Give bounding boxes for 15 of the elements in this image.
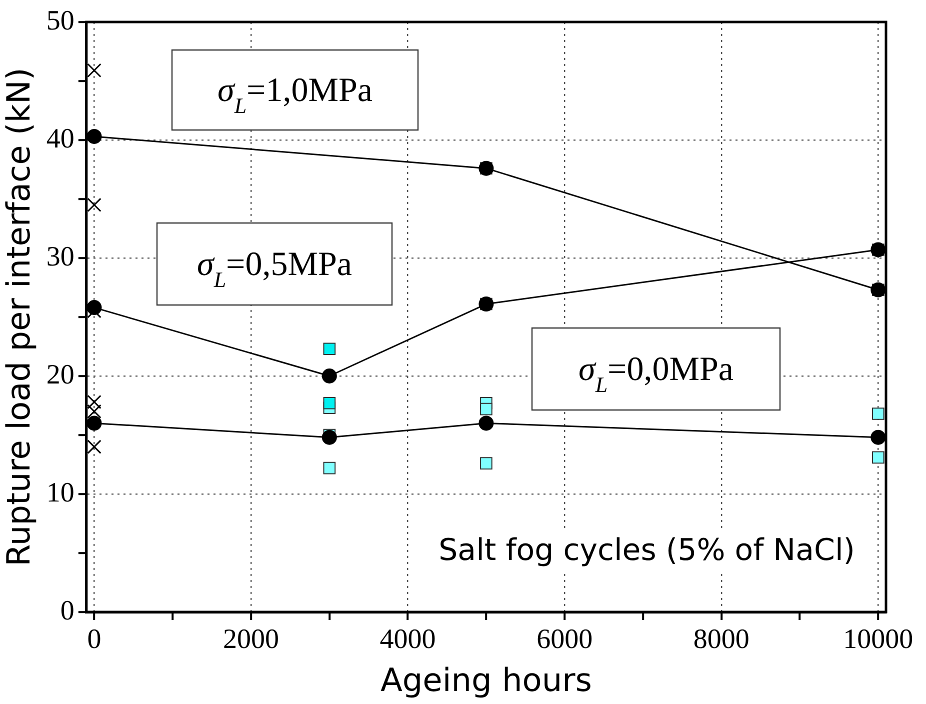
x-tick-label: 0 [87, 624, 102, 656]
y-tick-label: 0 [60, 595, 74, 626]
y-tick-label: 50 [46, 5, 74, 36]
x-tick-label: 4000 [380, 624, 436, 656]
x-tick-label: 2000 [223, 624, 280, 656]
annotation: Salt fog cycles (5% of NaCl) [438, 532, 855, 568]
x-axis-title: Ageing hours [380, 661, 592, 700]
x-tick-label: 10000 [843, 624, 914, 656]
y-tick-label: 40 [46, 123, 74, 154]
y-tick-label: 10 [46, 477, 74, 508]
y-tick-label: 30 [46, 241, 74, 272]
x-tick-label: 8000 [693, 624, 750, 656]
y-tick-label: 20 [46, 359, 74, 390]
y-axis-title: Rupture load per interface (kN) [0, 68, 38, 566]
x-tick-label: 6000 [536, 624, 593, 656]
